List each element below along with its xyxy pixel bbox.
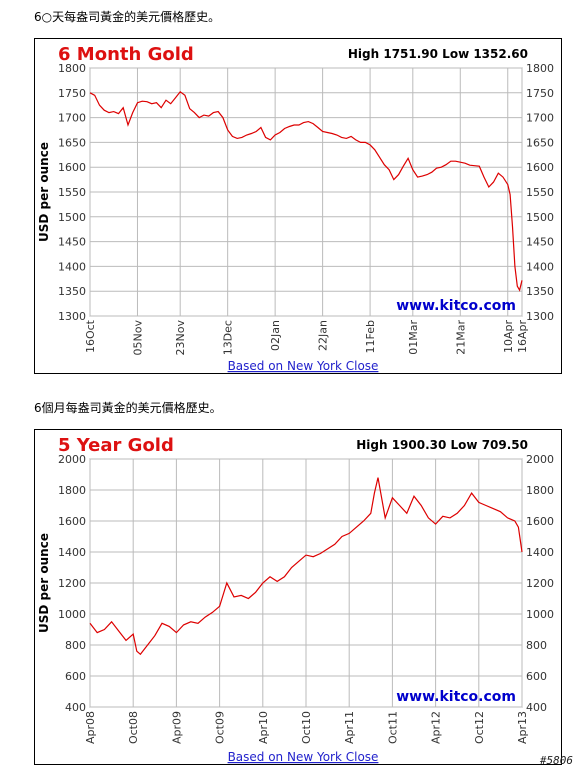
x-tick-label: 16Apr <box>516 320 529 354</box>
y-tick-label-left: 1000 <box>58 608 86 621</box>
gold-5-year-chart: 5 Year Gold High 1900.30 Low 709.50 400 400… <box>34 429 562 765</box>
x-tick-label: 10Apr <box>502 320 515 354</box>
y-tick-label-left: 1400 <box>58 546 86 559</box>
x-tick-label: 11Feb <box>364 320 377 353</box>
y-tick-label-right: 800 <box>526 639 547 652</box>
y-tick-label-right: 2000 <box>526 453 554 466</box>
x-tick-label: Apr08 <box>84 711 97 744</box>
y-tick-label-left: 1750 <box>58 87 86 100</box>
y-tick-label-right: 1800 <box>526 62 554 75</box>
y-tick-label-left: 1800 <box>58 484 86 497</box>
y-tick-label-left: 1700 <box>58 112 86 125</box>
y-tick-label-right: 1400 <box>526 260 554 273</box>
x-tick-label: Apr11 <box>343 711 356 744</box>
y-tick-label-left: 1600 <box>58 161 86 174</box>
y-tick-label-right: 400 <box>526 701 547 714</box>
y-tick-label-right: 1650 <box>526 136 554 149</box>
high-low-label: High 1900.30 Low 709.50 <box>356 438 528 452</box>
series-line <box>89 90 523 292</box>
y-tick-label-right: 1750 <box>526 87 554 100</box>
x-tick-label: 13Dec <box>222 320 235 355</box>
series-line <box>89 477 523 656</box>
y-tick-label-left: 1550 <box>58 186 86 199</box>
y-tick-label-right: 1600 <box>526 161 554 174</box>
y-axis-label: USD per ounce <box>37 533 51 633</box>
x-tick-label: 22Jan <box>317 320 330 351</box>
x-tick-label: Oct12 <box>473 711 486 744</box>
y-axis-label: USD per ounce <box>37 142 51 242</box>
y-tick-label-right: 1350 <box>526 285 554 298</box>
high-low-label: High 1751.90 Low 1352.60 <box>348 47 528 61</box>
y-tick-label-right: 1600 <box>526 515 554 528</box>
caption-6-month: 6○天每盎司黃金的美元價格歷史。 <box>34 10 221 24</box>
y-tick-label-right: 1200 <box>526 577 554 590</box>
x-tick-label: Apr13 <box>516 711 529 744</box>
x-tick-label: Oct11 <box>386 711 399 744</box>
x-tick-label: Apr12 <box>430 711 443 744</box>
caption-5-year: 6個月每盎司黃金的美元價格歷史。 <box>34 401 222 415</box>
chart-title: 6 Month Gold <box>58 44 194 65</box>
x-tick-label: Apr09 <box>170 711 183 744</box>
x-tick-label: 21Mar <box>454 320 467 355</box>
kitco-url: www.kitco.com <box>396 689 516 705</box>
y-tick-label-right: 1500 <box>526 211 554 224</box>
y-tick-label-left: 800 <box>65 639 86 652</box>
y-tick-label-right: 1700 <box>526 112 554 125</box>
footer-mark: #5806 <box>539 754 573 767</box>
y-tick-label-left: 1350 <box>58 285 86 298</box>
x-tick-label: 16Oct <box>84 319 97 353</box>
x-tick-label: 01Mar <box>407 320 420 355</box>
chart-title: 5 Year Gold <box>58 435 174 456</box>
y-tick-label-left: 1300 <box>58 310 86 323</box>
y-tick-label-right: 1800 <box>526 484 554 497</box>
based-on-ny-close-link[interactable]: Based on New York Close <box>228 750 379 764</box>
y-tick-label-left: 400 <box>65 701 86 714</box>
y-tick-label-right: 1300 <box>526 310 554 323</box>
x-tick-label: 05Nov <box>131 320 144 356</box>
y-tick-label-right: 1450 <box>526 236 554 249</box>
y-tick-label-left: 1400 <box>58 260 86 273</box>
y-tick-label-left: 1200 <box>58 577 86 590</box>
x-tick-label: Oct08 <box>127 711 140 744</box>
y-tick-label-left: 1650 <box>58 136 86 149</box>
x-tick-label: Oct09 <box>214 711 227 744</box>
gold-6-month-chart: 6 Month Gold High 1751.90 Low 1352.60 1300… <box>34 38 562 374</box>
y-tick-label-right: 600 <box>526 670 547 683</box>
y-tick-label-left: 1800 <box>58 62 86 75</box>
y-tick-label-left: 1450 <box>58 236 86 249</box>
x-tick-label: 23Nov <box>174 320 187 356</box>
y-tick-label-left: 1500 <box>58 211 86 224</box>
y-tick-label-left: 2000 <box>58 453 86 466</box>
y-tick-label-left: 1600 <box>58 515 86 528</box>
x-tick-label: Oct10 <box>300 711 313 744</box>
y-tick-label-right: 1550 <box>526 186 554 199</box>
kitco-url: www.kitco.com <box>396 298 516 314</box>
x-tick-label: 02Jan <box>269 320 282 351</box>
y-tick-label-right: 1400 <box>526 546 554 559</box>
y-tick-label-right: 1000 <box>526 608 554 621</box>
y-tick-label-left: 600 <box>65 670 86 683</box>
x-tick-label: Apr10 <box>257 711 270 744</box>
based-on-ny-close-link[interactable]: Based on New York Close <box>228 359 379 373</box>
